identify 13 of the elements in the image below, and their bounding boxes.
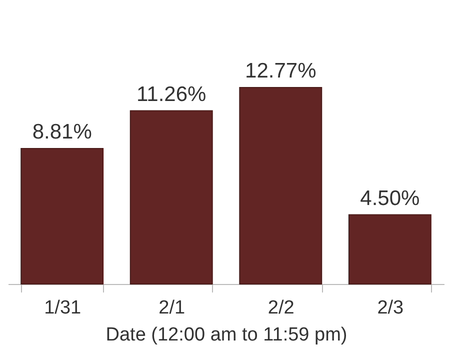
x-tick-label: 2/3 — [377, 298, 404, 318]
bar — [130, 110, 213, 284]
bar — [239, 87, 322, 284]
data-label: 12.77% — [245, 60, 316, 83]
data-label: 8.81% — [32, 120, 92, 144]
x-tick-label: 2/2 — [268, 298, 294, 318]
x-tick-label: 1/31 — [44, 298, 82, 318]
data-label: 11.26% — [136, 82, 206, 106]
bar — [348, 214, 432, 284]
x-tick-label: 2/1 — [158, 298, 186, 318]
bar — [20, 148, 104, 284]
x-axis-title: Date (12:00 am to 11:59 pm) — [106, 324, 348, 346]
data-label: 4.50% — [360, 186, 420, 210]
